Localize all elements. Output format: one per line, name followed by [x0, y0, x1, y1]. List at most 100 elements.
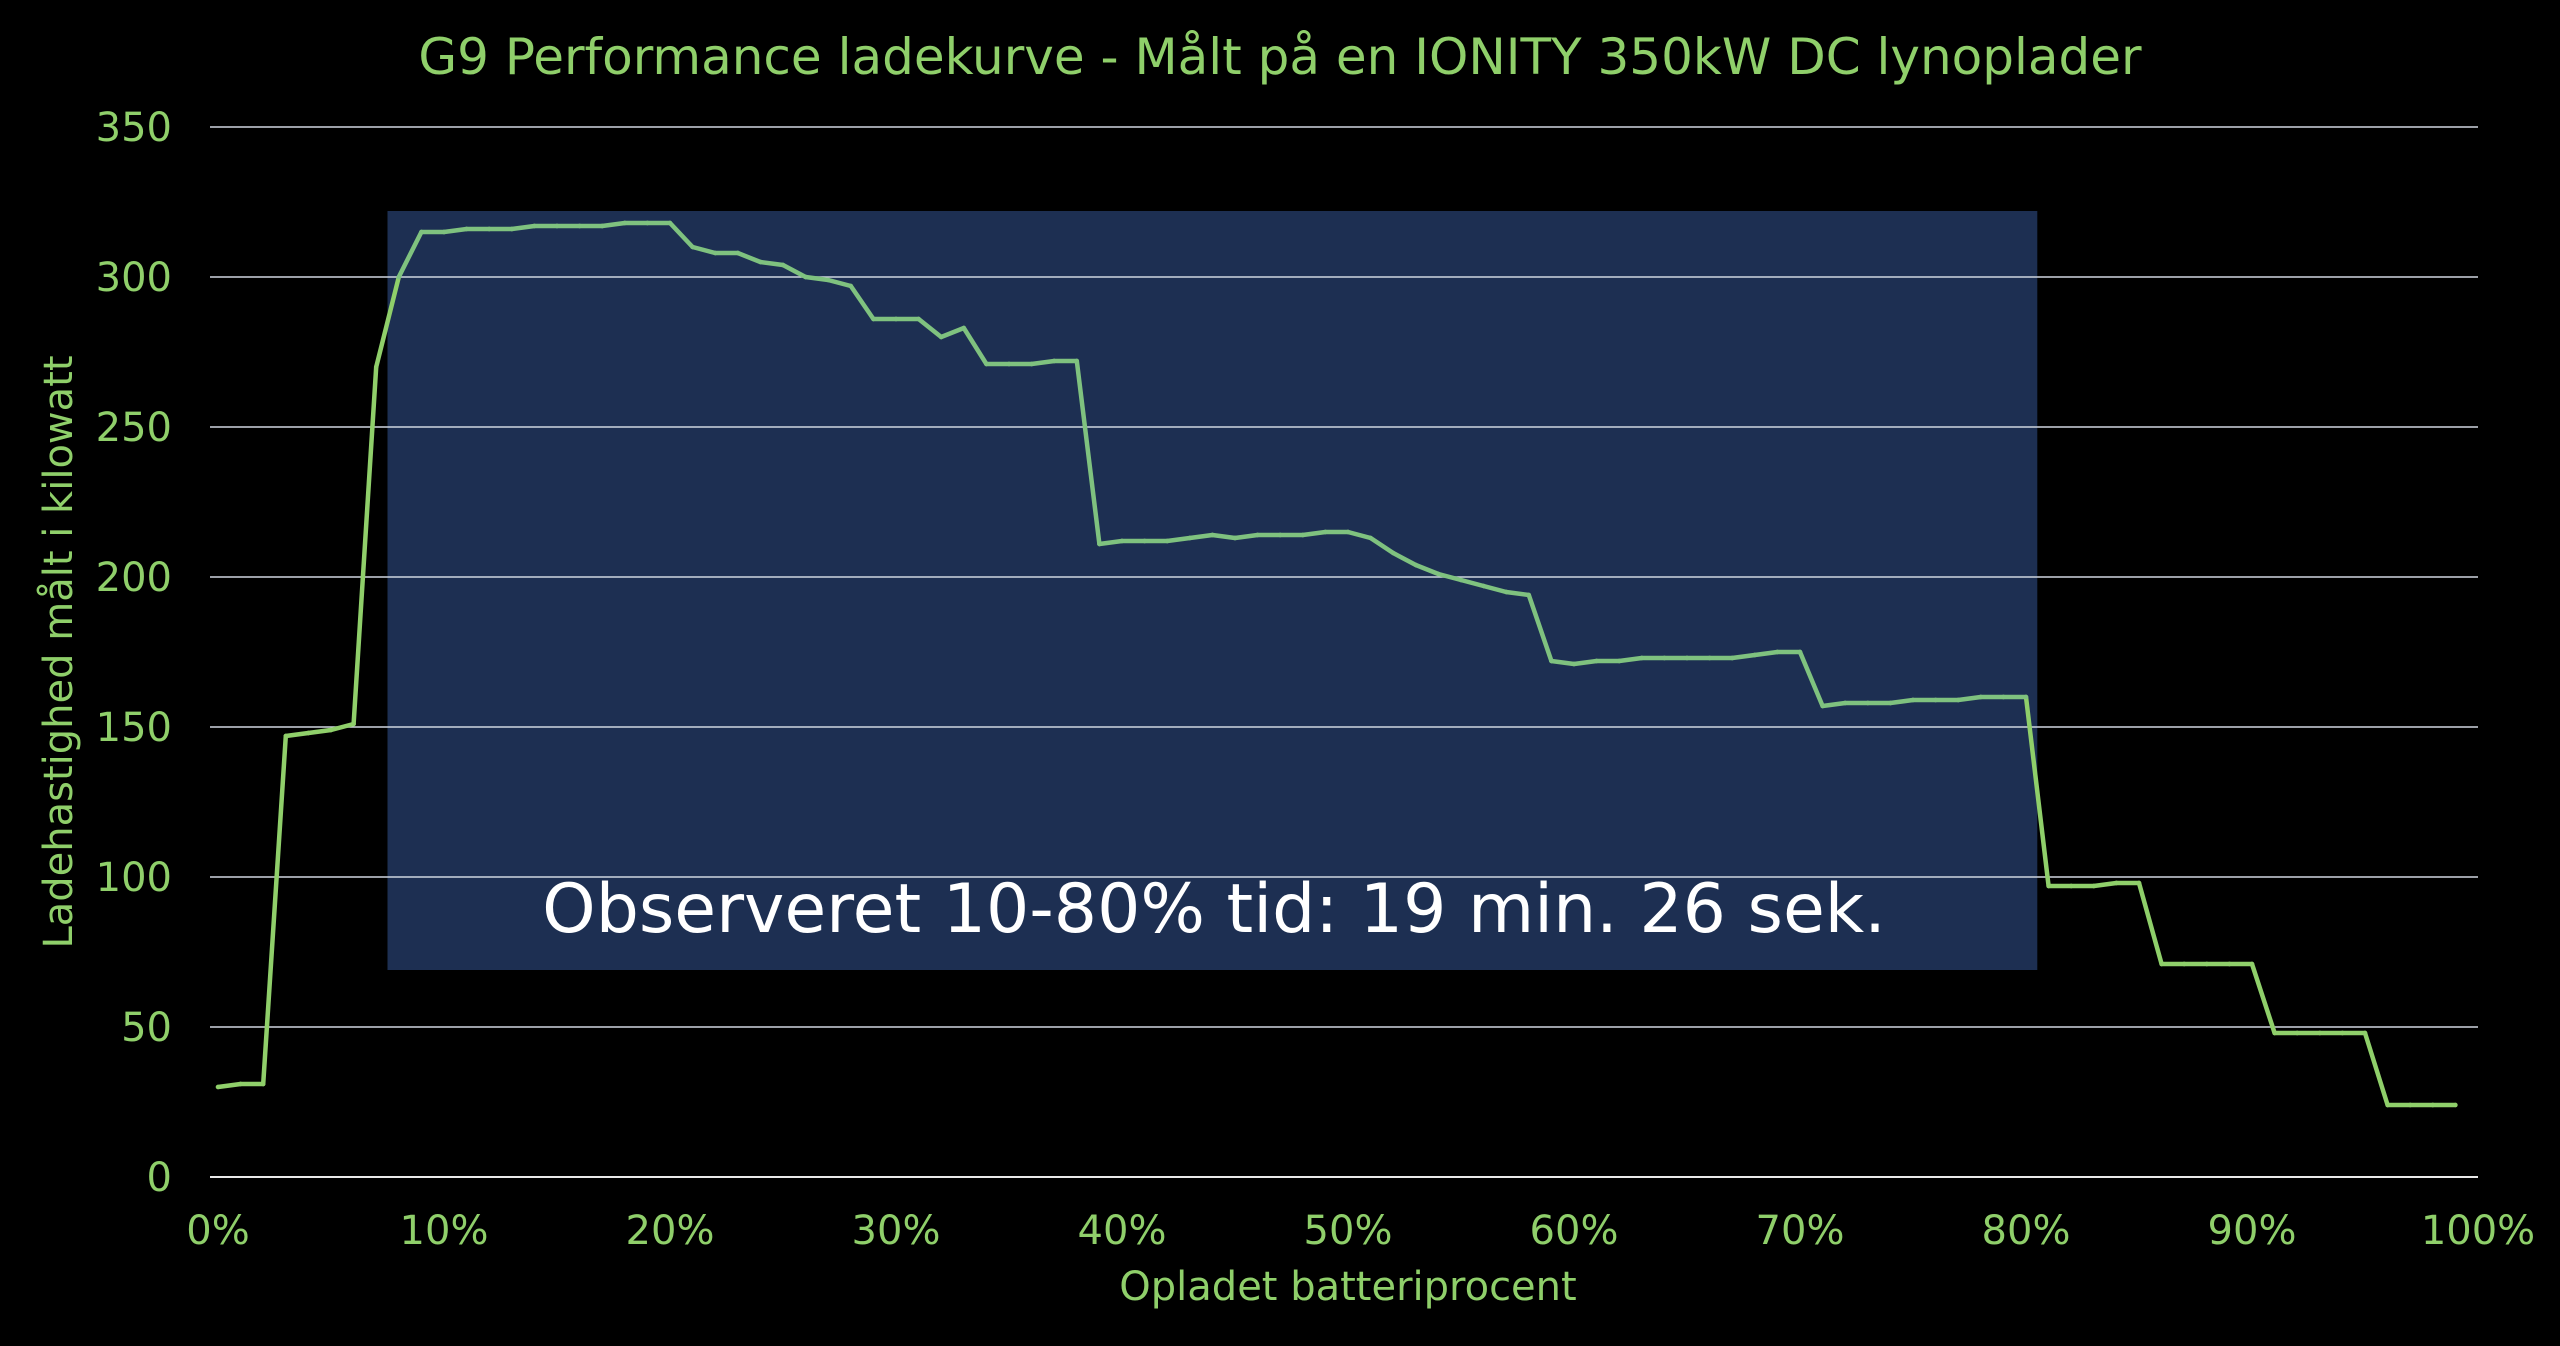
line-segment [2023, 694, 2051, 889]
data-point [1142, 538, 1147, 544]
data-point [2317, 1030, 2322, 1036]
line-segment [441, 226, 469, 235]
line-segment [509, 223, 537, 232]
line-segment [916, 316, 944, 340]
data-point [690, 244, 695, 250]
data-point [2362, 1030, 2368, 1036]
data-point [826, 277, 831, 283]
line-layer [215, 220, 2458, 1108]
chart-title: G9 Performance ladekurve - Målt på en IO… [418, 28, 2142, 86]
data-point [1097, 541, 1102, 547]
data-point [1052, 358, 1057, 364]
data-point [2408, 1102, 2413, 1108]
line-segment [1752, 649, 1780, 658]
data-point [2114, 880, 2119, 886]
data-point [238, 1081, 243, 1087]
data-point [1345, 529, 1351, 535]
data-point [2091, 883, 2096, 889]
y-tick-label: 300 [96, 255, 172, 301]
line-segment [373, 274, 402, 370]
data-point [1843, 700, 1848, 706]
tick-layer: 0 50 100 150 200 250 300 350 0% 10% 20% 30% 40% 50% 60… [96, 105, 2536, 1254]
data-point [2159, 961, 2164, 967]
line-segment [1300, 529, 1328, 538]
data-point [1956, 697, 1961, 703]
grid-layer [210, 126, 2478, 1178]
x-tick-label: 40% [1078, 1208, 1167, 1254]
line-segment [735, 250, 763, 265]
data-point [509, 226, 514, 232]
data-point [1775, 649, 1780, 655]
line-segment [1029, 358, 1057, 367]
line-segment [848, 283, 876, 322]
data-point [1662, 655, 1667, 661]
data-point [1549, 658, 1554, 664]
data-point [871, 316, 876, 322]
line-segment [2136, 880, 2164, 967]
line-segment [780, 262, 808, 280]
data-point [2001, 694, 2006, 700]
data-point [1752, 652, 1758, 658]
data-point [2453, 1102, 2458, 1108]
x-tick-label: 90% [2208, 1208, 2297, 1254]
data-point [1413, 562, 1419, 568]
data-point [2340, 1030, 2345, 1036]
data-point [984, 361, 989, 367]
data-point [2023, 694, 2029, 700]
line-segment [1571, 658, 1599, 667]
data-point [419, 229, 424, 235]
line-segment [1436, 571, 1464, 583]
line-segment [1526, 592, 1554, 664]
y-tick-label: 0 [147, 1155, 172, 1201]
data-point [374, 364, 379, 370]
line-segment [1955, 694, 1984, 703]
line-segment [1345, 529, 1373, 541]
data-point [1481, 583, 1486, 589]
data-point [2204, 961, 2209, 967]
data-point [735, 250, 740, 256]
data-point [1526, 592, 1532, 598]
data-point [306, 730, 311, 736]
data-point [645, 220, 650, 226]
line-segment [1729, 652, 1758, 661]
data-point [667, 220, 673, 226]
line-segment [667, 220, 695, 250]
line-segment [690, 244, 718, 256]
x-tick-label: 100% [2421, 1208, 2535, 1254]
line-segment [283, 730, 311, 739]
data-point [1617, 658, 1622, 664]
data-point [2069, 883, 2074, 889]
data-point [328, 727, 334, 733]
line-segment [938, 325, 967, 340]
data-point [1458, 577, 1464, 583]
line-segment [1481, 583, 1509, 595]
line-segment [1210, 532, 1238, 541]
y-tick-label: 100 [96, 855, 172, 901]
line-segment [1097, 538, 1125, 547]
line-segment [825, 277, 854, 289]
data-point [1820, 703, 1825, 709]
data-point [780, 262, 786, 268]
line-segment [1232, 532, 1260, 541]
y-tick-label: 200 [96, 555, 172, 601]
data-point [622, 220, 627, 226]
data-point [1300, 532, 1306, 538]
line-segment [599, 220, 628, 229]
data-point [1187, 535, 1193, 541]
data-point [1933, 697, 1938, 703]
data-point [2295, 1030, 2300, 1036]
line-segment [260, 733, 289, 1087]
data-point [2385, 1102, 2390, 1108]
x-tick-label: 70% [1756, 1208, 1845, 1254]
data-point [1639, 655, 1645, 661]
data-point [1865, 700, 1871, 706]
data-point [1165, 538, 1170, 544]
data-point [1978, 694, 1984, 700]
data-point [961, 325, 966, 331]
data-point [1323, 529, 1328, 535]
data-point [1571, 661, 1577, 667]
data-point [2182, 961, 2187, 967]
line-segment [2091, 880, 2119, 889]
data-point [1391, 550, 1396, 556]
